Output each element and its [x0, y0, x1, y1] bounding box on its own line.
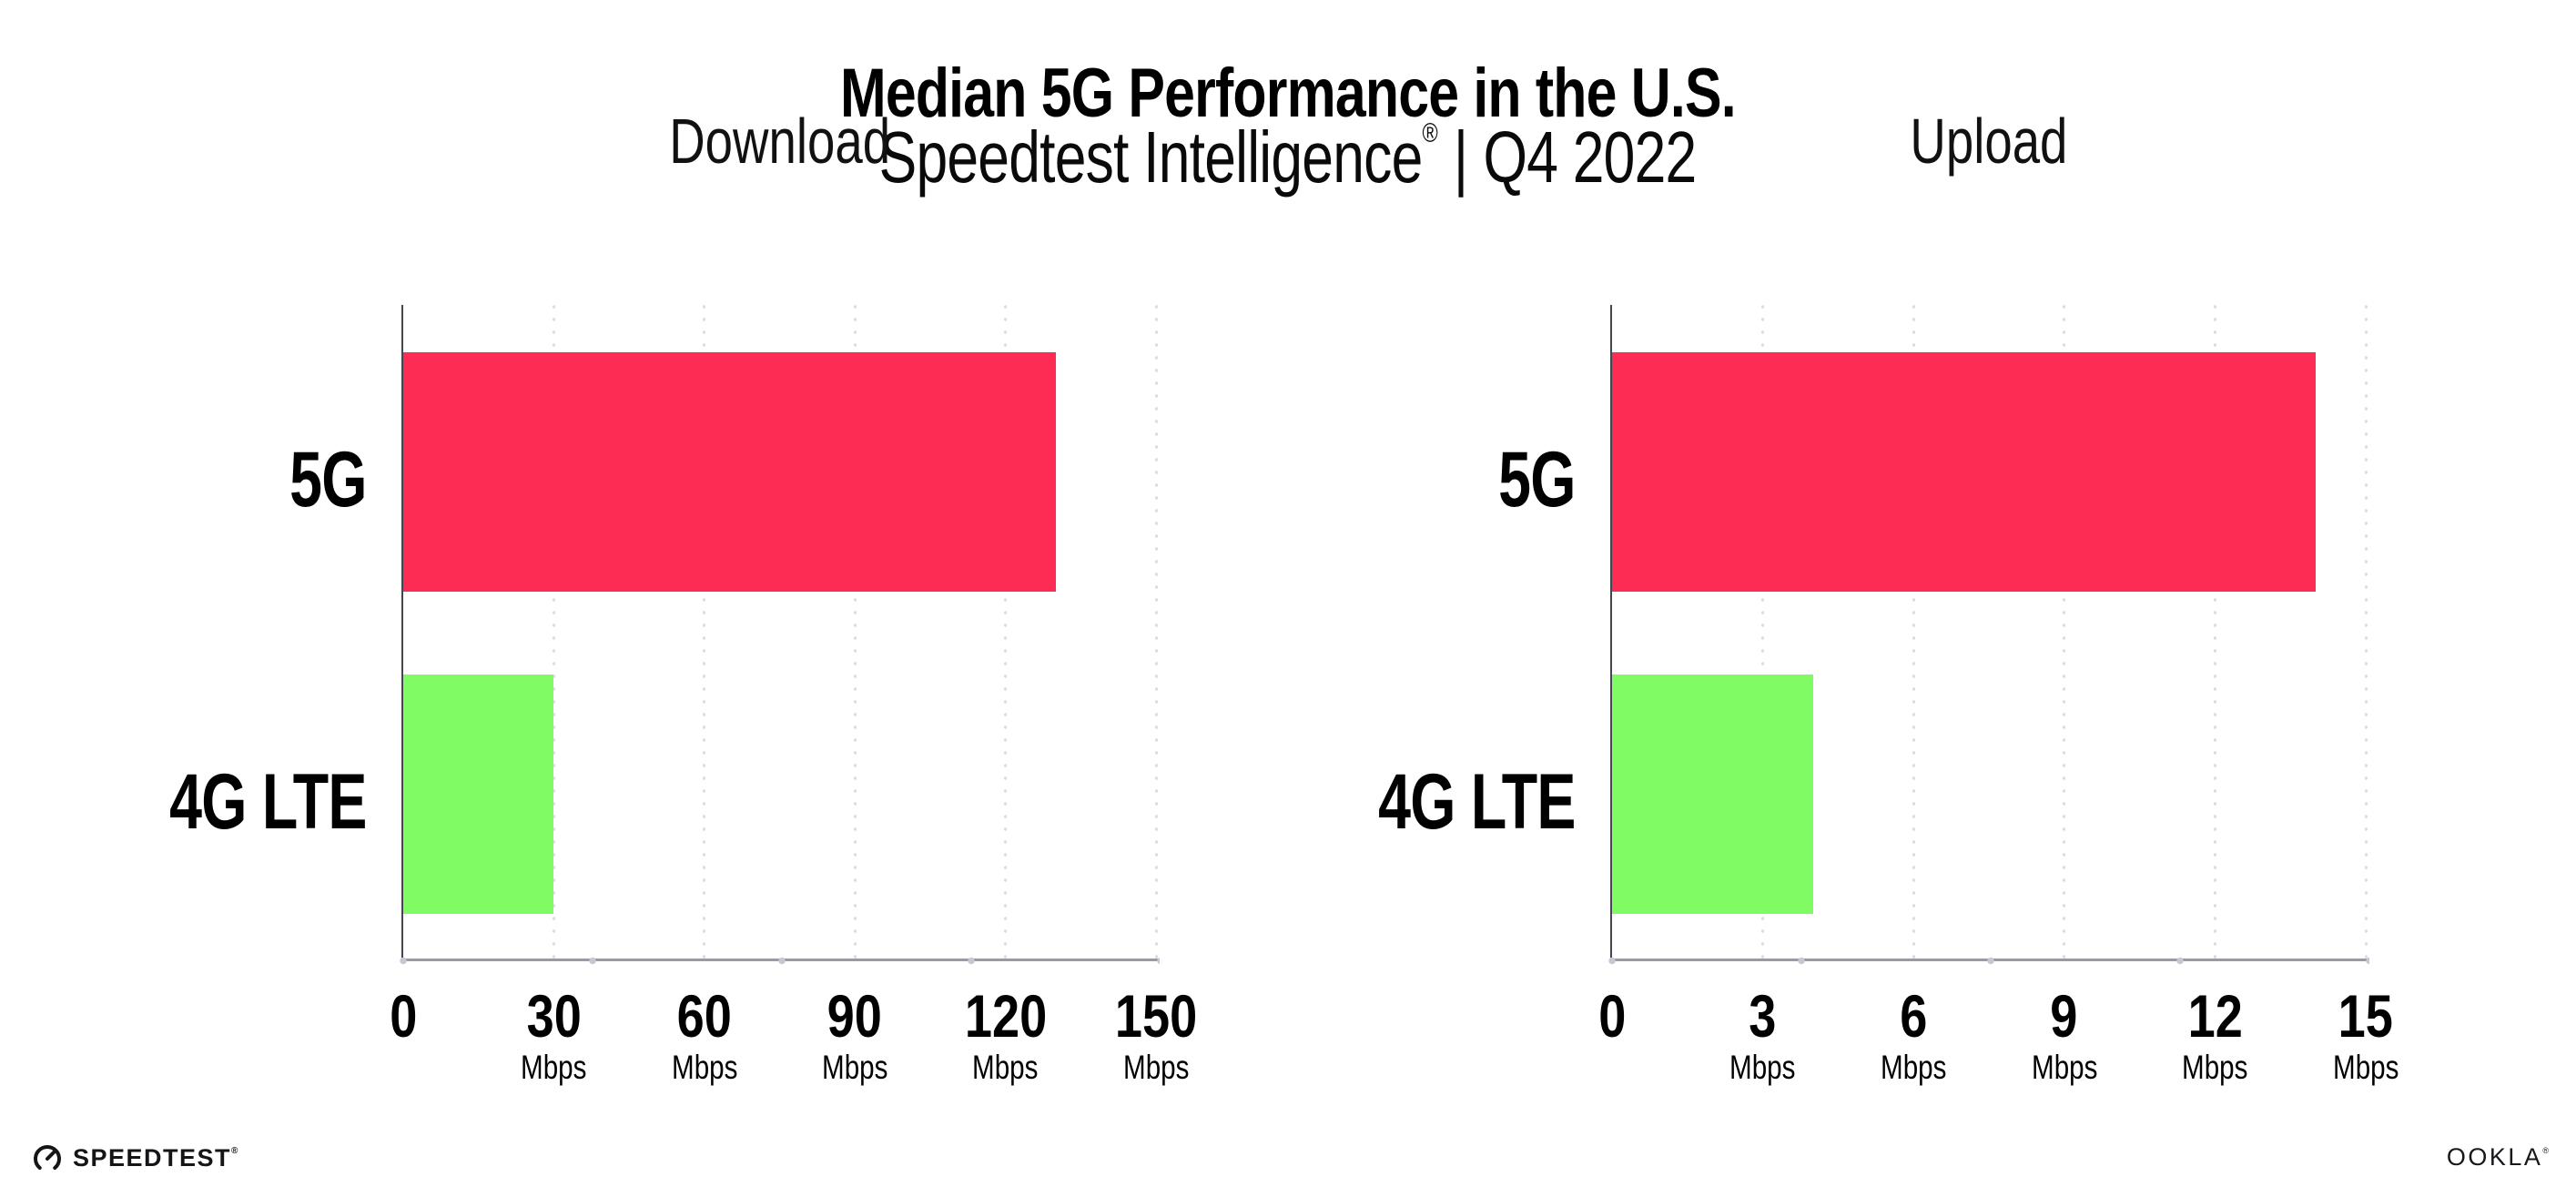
x-tick-3: 3 Mbps	[1645, 983, 1881, 1087]
subtitle-brand: Speedtest Intelligence	[879, 117, 1424, 198]
speedtest-wordmark: SPEEDTEST®	[73, 1143, 238, 1172]
ookla-wordmark: OOKLA	[2446, 1143, 2543, 1171]
speedtest-logo: SPEEDTEST®	[31, 1141, 238, 1174]
gridline-15	[2364, 305, 2368, 959]
x-tick-unit: Mbps	[2332, 1049, 2399, 1086]
subtitle-period: Q4 2022	[1483, 117, 1698, 198]
x-tick-15: 15 Mbps	[2247, 983, 2484, 1087]
x-tick-30: 30 Mbps	[435, 983, 672, 1087]
gridline-30	[552, 305, 555, 959]
x-tick-unit: Mbps	[1122, 1049, 1190, 1086]
page-subtitle: Speedtest Intelligence® | Q4 2022	[0, 84, 2576, 208]
x-tick-120: 120 Mbps	[887, 983, 1124, 1087]
x-tick-0: 0	[285, 983, 522, 1049]
x-tick-value: 120	[964, 982, 1047, 1050]
y-axis	[401, 305, 403, 959]
x-tick-0: 0	[1494, 983, 1730, 1049]
upload-chart: Upload 0 3 Mbps 6 Mbps 9 Mbps 12 Mbps 15 Mbps 5G 4G …	[1378, 106, 2399, 1138]
x-tick-150: 150 Mbps	[1038, 983, 1274, 1087]
x-tick-90: 90 Mbps	[736, 983, 973, 1087]
category-label-5g: 5G	[289, 435, 367, 523]
x-tick-unit: Mbps	[1880, 1049, 1947, 1086]
x-tick-value: 60	[676, 982, 732, 1050]
page-title: Median 5G Performance in the U.S.	[0, 48, 2576, 139]
download-chart-title: Download	[669, 106, 890, 177]
registered-mark: ®	[2542, 1146, 2549, 1155]
x-tick-value: 0	[1597, 982, 1627, 1050]
gridline-12	[2213, 305, 2216, 959]
x-tick-unit: Mbps	[521, 1049, 587, 1086]
download-plot-area: 0 30 Mbps 60 Mbps 90 Mbps 120 Mbps 150 Mbps 5G 4G LT…	[169, 305, 1197, 1086]
x-tick-6: 6 Mbps	[1795, 983, 2032, 1087]
speedtest-gauge-icon	[34, 1145, 61, 1172]
gridline-6	[1912, 305, 1915, 959]
x-tick-9: 9 Mbps	[1946, 983, 2183, 1087]
gridline-120	[1004, 305, 1008, 959]
x-tick-value: 30	[526, 982, 582, 1050]
x-tick-value: 0	[389, 982, 418, 1050]
upload-plot-area: 0 3 Mbps 6 Mbps 9 Mbps 12 Mbps 15 Mbps 5G 4G LTE	[1378, 305, 2399, 1086]
bar-4g-lte	[1612, 675, 1813, 914]
bar-4g-lte	[403, 675, 554, 914]
subtitle-separator: |	[1454, 117, 1468, 198]
ookla-logo: OOKLA®	[2447, 1143, 2549, 1172]
registered-mark: ®	[231, 1145, 238, 1156]
gridline-3	[1761, 305, 1765, 959]
x-axis-tick-dots	[1607, 956, 2369, 966]
x-tick-unit: Mbps	[2182, 1049, 2248, 1086]
x-tick-value: 6	[1900, 982, 1928, 1050]
x-tick-unit: Mbps	[671, 1049, 737, 1086]
registered-mark: ®	[1422, 118, 1439, 148]
category-label-4g-lte: 4G LTE	[169, 757, 367, 846]
category-label-5g: 5G	[1498, 435, 1576, 523]
page-title-text: Median 5G Performance in the U.S.	[840, 54, 1737, 132]
x-tick-unit: Mbps	[972, 1049, 1039, 1086]
x-tick-value: 15	[2338, 982, 2394, 1050]
x-tick-60: 60 Mbps	[586, 983, 823, 1087]
x-tick-unit: Mbps	[821, 1049, 888, 1086]
gridline-150	[1154, 305, 1158, 959]
x-tick-unit: Mbps	[2031, 1049, 2097, 1086]
category-label-4g-lte: 4G LTE	[1378, 757, 1576, 846]
x-axis-tick-dots	[399, 956, 1160, 966]
y-axis	[1610, 305, 1612, 959]
gridline-90	[853, 305, 857, 959]
x-tick-value: 9	[2050, 982, 2078, 1050]
page-subtitle-text: Speedtest Intelligence® | Q4 2022	[879, 84, 1698, 208]
download-chart: Download 0 30 Mbps 60 Mbps 90 Mbps 120 Mbps 150 Mb…	[169, 106, 1197, 1138]
x-tick-value: 150	[1114, 982, 1198, 1050]
gridline-9	[2063, 305, 2066, 959]
x-tick-unit: Mbps	[1729, 1049, 1796, 1086]
gridline-60	[703, 305, 706, 959]
bar-5g	[1612, 352, 2316, 592]
x-tick-value: 90	[827, 982, 883, 1050]
upload-chart-title: Upload	[1910, 106, 2068, 177]
x-tick-value: 3	[1749, 982, 1777, 1050]
bar-5g	[403, 352, 1056, 592]
x-tick-value: 12	[2187, 982, 2243, 1050]
x-tick-12: 12 Mbps	[2096, 983, 2333, 1087]
